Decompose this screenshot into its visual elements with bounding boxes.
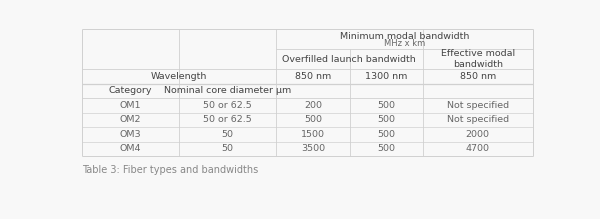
Text: 850 nm: 850 nm xyxy=(460,72,496,81)
Text: OM1: OM1 xyxy=(120,101,141,110)
Text: 500: 500 xyxy=(304,115,322,124)
Text: Minimum modal bandwidth: Minimum modal bandwidth xyxy=(340,32,469,41)
Text: Wavelength: Wavelength xyxy=(151,72,207,81)
Text: 50 or 62.5: 50 or 62.5 xyxy=(203,101,252,110)
Text: Category: Category xyxy=(109,87,152,95)
Text: 50: 50 xyxy=(221,144,233,153)
Text: 3500: 3500 xyxy=(301,144,325,153)
Text: 500: 500 xyxy=(377,115,395,124)
Text: 850 nm: 850 nm xyxy=(295,72,331,81)
Text: 500: 500 xyxy=(377,101,395,110)
Text: Table 3: Fiber types and bandwidths: Table 3: Fiber types and bandwidths xyxy=(82,165,258,175)
Text: MHz x km: MHz x km xyxy=(384,39,425,48)
Text: 4700: 4700 xyxy=(466,144,490,153)
Text: OM3: OM3 xyxy=(119,130,141,139)
Text: 2000: 2000 xyxy=(466,130,490,139)
Text: 1300 nm: 1300 nm xyxy=(365,72,407,81)
Text: Nominal core diameter μm: Nominal core diameter μm xyxy=(164,87,291,95)
Text: Effective modal
bandwidth: Effective modal bandwidth xyxy=(441,49,515,69)
Text: 500: 500 xyxy=(377,130,395,139)
Text: 200: 200 xyxy=(304,101,322,110)
Text: OM2: OM2 xyxy=(120,115,141,124)
Text: 500: 500 xyxy=(377,144,395,153)
Text: 1500: 1500 xyxy=(301,130,325,139)
Text: Not specified: Not specified xyxy=(447,115,509,124)
Text: 50 or 62.5: 50 or 62.5 xyxy=(203,115,252,124)
Text: Not specified: Not specified xyxy=(447,101,509,110)
Text: OM4: OM4 xyxy=(120,144,141,153)
Text: Overfilled launch bandwidth: Overfilled launch bandwidth xyxy=(283,55,416,64)
Text: 50: 50 xyxy=(221,130,233,139)
